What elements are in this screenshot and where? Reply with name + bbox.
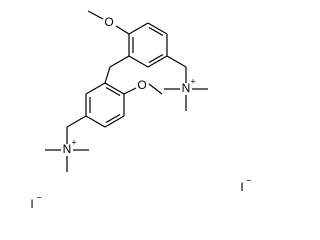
bond: [85, 115, 106, 128]
atom-label: N: [63, 142, 72, 156]
atom-charge: +: [190, 76, 195, 86]
atom-label: O: [104, 15, 113, 29]
ion-charge: −: [246, 175, 251, 185]
bond: [115, 25, 130, 35]
bond: [147, 55, 168, 68]
bond: [104, 82, 125, 95]
bond: [109, 55, 130, 68]
bond: [104, 115, 125, 128]
double-bond: [148, 26, 164, 37]
bond: [87, 10, 104, 20]
bond: [147, 22, 168, 35]
atom-label: N: [182, 81, 191, 95]
ion-label: I: [30, 197, 33, 211]
bond: [66, 115, 87, 128]
bond: [148, 83, 163, 95]
bond: [123, 87, 137, 95]
atom-charge: +: [71, 137, 76, 147]
ion-charge: −: [36, 192, 41, 202]
double-bond: [105, 113, 121, 124]
molecule-diagram: O O N + N + I − I −: [30, 10, 252, 211]
bond: [104, 66, 111, 84]
atom-label: O: [137, 78, 146, 92]
bond: [166, 55, 187, 68]
page: {"atoms": [ {"label": "O"}, {"label": "O…: [30, 10, 252, 212]
double-bond: [148, 53, 164, 64]
bond: [128, 55, 149, 68]
double-bond: [105, 86, 121, 97]
bond: [128, 22, 149, 35]
bonds: [45, 10, 208, 172]
ion-label: I: [240, 180, 243, 194]
bond: [85, 82, 106, 95]
